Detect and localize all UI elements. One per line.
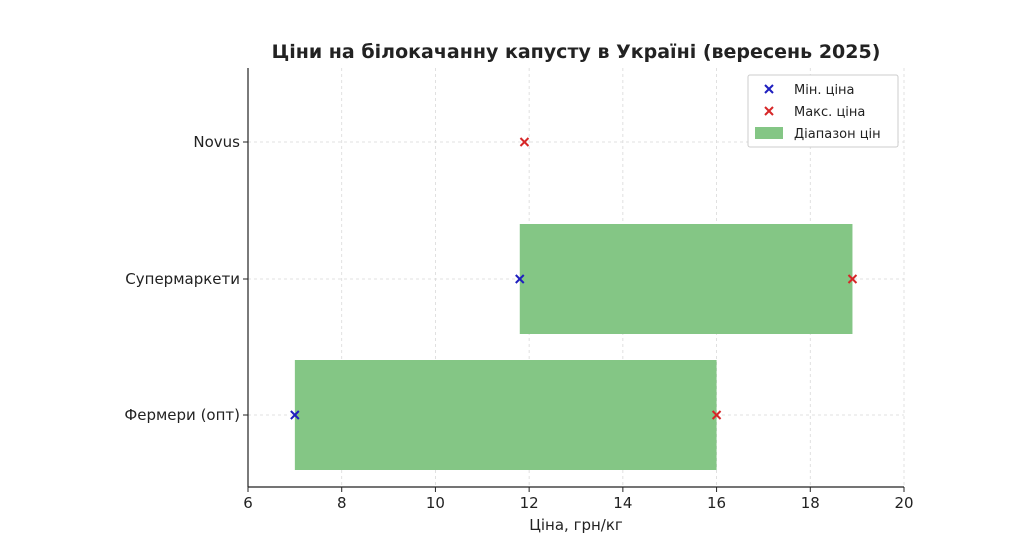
legend-marker-0 [764, 84, 774, 94]
marker-min-фермери-опт [290, 410, 300, 420]
marker-max-фермери-опт [711, 410, 722, 420]
legend: Мін. ціна Макс. ціна Діапазон цін [747, 74, 899, 148]
x-tick-label-7: 20 [894, 494, 913, 512]
legend-label-0: Мін. ціна [794, 83, 855, 98]
marker-min-супермаркети [515, 274, 525, 284]
y-ticks: Фермери (опт) Супермаркети Novus [124, 133, 248, 424]
markers [290, 137, 858, 420]
legend-label-2: Діапазон цін [794, 127, 881, 142]
x-axis-label: Ціна, грн/кг [529, 516, 623, 534]
x-tick-label-0: 6 [243, 494, 253, 512]
x-tick-label-6: 18 [801, 494, 820, 512]
chart-title: Ціни на білокачанну капусту в Україні (в… [272, 41, 881, 63]
legend-label-1: Макс. ціна [794, 105, 865, 120]
y-tick-label-0: Фермери (опт) [124, 406, 240, 424]
range-bar-фермери-опт [294, 360, 717, 470]
y-tick-label-1: Супермаркети [125, 270, 240, 288]
marker-max-novus [519, 137, 530, 147]
range-bar-супермаркети [519, 224, 853, 334]
x-tick-label-1: 8 [337, 494, 347, 512]
x-tick-label-2: 10 [426, 494, 445, 512]
marker-max-супермаркети [847, 274, 858, 284]
range-bars [294, 224, 853, 470]
axes [247, 68, 904, 488]
legend-marker-1 [764, 106, 774, 116]
y-tick-label-2: Novus [193, 133, 240, 151]
x-tick-label-4: 14 [613, 494, 632, 512]
x-tick-label-5: 16 [707, 494, 726, 512]
legend-swatch-2 [755, 127, 783, 139]
legend-box [747, 74, 899, 148]
x-tick-label-3: 12 [520, 494, 539, 512]
x-ticks: 6 8 10 12 14 16 18 20 [243, 487, 914, 512]
